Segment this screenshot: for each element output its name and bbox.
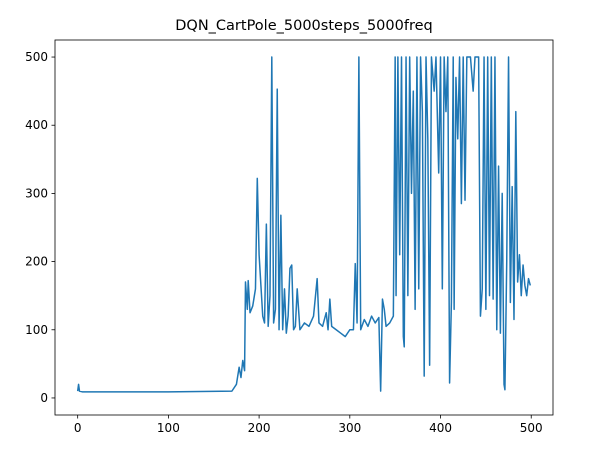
y-tick-label: 500 <box>25 50 48 64</box>
data-line <box>76 56 532 393</box>
chart-title: DQN_CartPole_5000steps_5000freq <box>175 18 432 34</box>
x-tick-label: 500 <box>520 421 543 435</box>
x-tick-label: 300 <box>338 421 361 435</box>
x-tick-label: 200 <box>248 421 271 435</box>
plot-frame <box>54 39 554 416</box>
y-tick-label: 300 <box>25 186 48 200</box>
y-tick-label: 200 <box>25 255 48 269</box>
y-tick-label: 100 <box>25 323 48 337</box>
x-tick-label: 0 <box>74 421 82 435</box>
y-tick-label: 400 <box>25 118 48 132</box>
y-tick-label: 0 <box>40 391 48 405</box>
x-tick-label: 100 <box>157 421 180 435</box>
x-tick-label: 400 <box>429 421 452 435</box>
